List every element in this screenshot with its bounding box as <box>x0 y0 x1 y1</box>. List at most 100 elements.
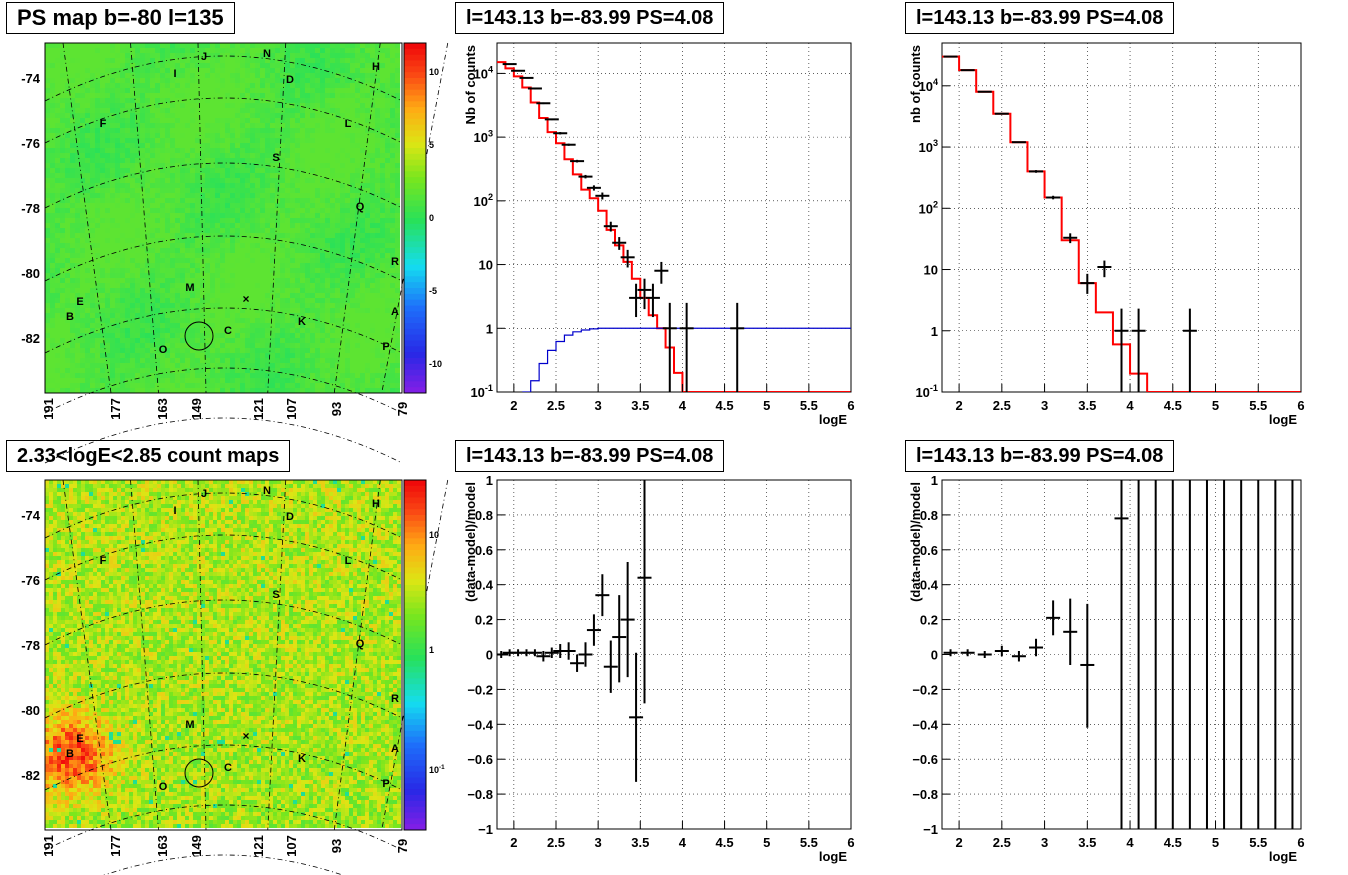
x-tick-label: 5.5 <box>1249 835 1267 850</box>
data-point <box>977 90 992 93</box>
data-point <box>960 649 975 657</box>
source-label-O: O <box>159 781 168 793</box>
x-tick-label: 5 <box>1212 398 1219 413</box>
chart3-title: l=143.13 b=-83.99 PS=4.08 <box>455 440 725 472</box>
y-axis-label: (data-model)/model <box>463 482 478 602</box>
ticks <box>942 85 1302 393</box>
data-point <box>561 642 576 660</box>
data-point <box>637 278 652 310</box>
colorbar-frame <box>403 479 427 831</box>
data-point <box>511 69 526 72</box>
map-y-tick: -82 <box>21 331 40 346</box>
x-axis-label: logE <box>819 412 847 427</box>
x-tick-label: 4.5 <box>1164 398 1182 413</box>
data-point <box>620 249 635 268</box>
x-tick-label: 3.5 <box>631 835 649 850</box>
meridian-line <box>381 479 449 831</box>
data-point <box>553 132 568 135</box>
data-point <box>570 159 585 163</box>
plot-frame <box>496 42 852 393</box>
x-tick-label: 6 <box>1297 398 1304 413</box>
y-tick-label: 103 <box>473 128 493 145</box>
y-tick-label: 10 <box>924 263 938 278</box>
plot-area <box>943 480 1294 829</box>
source-label-E: E <box>76 296 83 308</box>
chart2-title: l=143.13 b=-83.99 PS=4.08 <box>905 2 1175 34</box>
data-point <box>1171 480 1174 829</box>
source-circle <box>184 321 214 351</box>
ps-map-pixels <box>45 43 400 393</box>
plot-area <box>497 480 652 782</box>
data-point <box>1029 170 1044 173</box>
data-point <box>1080 273 1095 294</box>
source-label-H: H <box>372 498 380 510</box>
data-point <box>561 143 576 146</box>
y-tick-label: 104 <box>918 77 938 94</box>
source-label-L: L <box>345 118 352 130</box>
data-point <box>1154 480 1157 829</box>
source-label-P: P <box>382 778 389 790</box>
meridian-line <box>267 479 287 831</box>
colorbar-tick: 10 <box>429 67 439 77</box>
map-y-tick: -80 <box>21 703 40 718</box>
y-tick-label: −0.2 <box>912 682 938 697</box>
source-label-O: O <box>159 344 168 356</box>
data-point <box>645 283 660 318</box>
x-tick-label: 2.5 <box>547 835 565 850</box>
y-tick-label: −0.2 <box>467 682 493 697</box>
map-y-tick: -78 <box>21 201 40 216</box>
source-label-M: M <box>185 719 194 731</box>
map-y-tick: -74 <box>21 508 41 523</box>
map-x-tick: 79 <box>395 402 410 416</box>
colorbar-tick: 10 <box>429 530 439 540</box>
data-point <box>1182 308 1197 392</box>
colorbar-tick: 0 <box>429 213 434 223</box>
grid <box>497 43 852 393</box>
x-tick-label: 2.5 <box>993 835 1011 850</box>
x-tick-label: 2 <box>955 398 962 413</box>
y-tick-label: 1 <box>931 473 938 488</box>
cross-marker: × <box>242 729 249 743</box>
plot-area <box>942 55 1301 392</box>
meridian-line <box>197 479 207 831</box>
ticks <box>497 72 852 393</box>
source-label-Q: Q <box>356 638 365 650</box>
map-y-tick: -82 <box>21 768 40 783</box>
x-tick-label: 3.5 <box>1078 835 1096 850</box>
source-label-E: E <box>76 733 83 745</box>
y-tick-label: 103 <box>918 138 938 155</box>
meridian-line <box>333 42 381 394</box>
colorbar-tick: 10-1 <box>429 764 445 775</box>
data-point <box>943 649 958 657</box>
x-tick-label: 4 <box>1126 398 1134 413</box>
y-tick-label: 0.4 <box>920 578 939 593</box>
source-label-L: L <box>345 555 352 567</box>
data-point <box>637 480 652 704</box>
data-point <box>1257 480 1260 829</box>
source-label-C: C <box>224 762 232 774</box>
x-tick-label: 4 <box>1126 835 1134 850</box>
data-point <box>586 614 601 646</box>
ps-map-panel: A B C D E F H I J K L M N O P Q R S × -74 -76 -78 -80 -82 191 177… <box>21 42 449 464</box>
x-tick-label: 6 <box>847 398 854 413</box>
data-point <box>1029 638 1044 657</box>
source-label-F: F <box>100 555 107 567</box>
source-label-K: K <box>298 316 306 328</box>
meridian-line <box>130 479 159 831</box>
cross-marker: × <box>242 292 249 306</box>
map-frame <box>44 42 403 394</box>
data-point <box>679 302 694 392</box>
latitude-line <box>44 307 403 354</box>
colorbar-frame <box>403 42 427 394</box>
x-tick-label: 3 <box>595 398 602 413</box>
data-point <box>662 302 677 392</box>
meridian-line <box>381 42 449 394</box>
data-point <box>612 595 627 683</box>
y-tick-label: −1 <box>923 822 938 837</box>
data-point <box>544 118 559 121</box>
map-y-tick: -80 <box>21 266 40 281</box>
data-point <box>1274 480 1277 829</box>
map-x-tick: 149 <box>189 398 204 420</box>
source-label-R: R <box>391 693 399 705</box>
y-tick-label: 0.6 <box>475 543 493 558</box>
